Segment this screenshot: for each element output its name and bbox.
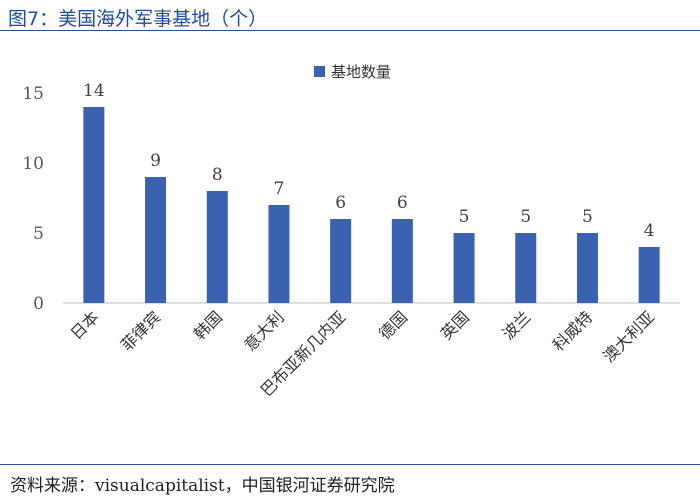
bar xyxy=(83,107,105,303)
data-label: 6 xyxy=(397,193,408,213)
data-label: 6 xyxy=(335,193,346,213)
legend-swatch xyxy=(314,66,325,77)
footer-rule xyxy=(0,464,700,465)
category-label: 德国 xyxy=(375,307,411,343)
category-label: 菲律宾 xyxy=(117,307,164,354)
data-label: 4 xyxy=(644,221,655,241)
bar xyxy=(638,247,660,303)
bars xyxy=(83,107,660,303)
legend-label: 基地数量 xyxy=(331,63,391,81)
y-tick-label: 5 xyxy=(33,224,44,244)
category-label: 英国 xyxy=(437,307,473,343)
data-label: 14 xyxy=(83,81,105,101)
category-label: 意大利 xyxy=(240,307,287,354)
data-labels: 14 9 8 7 6 6 5 5 5 4 xyxy=(83,81,655,241)
y-axis: 0 5 10 15 xyxy=(22,84,44,314)
source-note: 资料来源：visualcapitalist，中国银河证券研究院 xyxy=(10,476,395,496)
category-label: 科威特 xyxy=(549,307,596,354)
y-tick-label: 10 xyxy=(22,154,44,174)
data-label: 5 xyxy=(459,207,470,227)
y-tick-label: 15 xyxy=(22,84,44,104)
data-label: 5 xyxy=(582,207,593,227)
data-label: 9 xyxy=(150,151,161,171)
legend: 基地数量 xyxy=(314,63,391,81)
bar xyxy=(330,219,352,303)
category-label: 澳大利亚 xyxy=(599,307,658,366)
figure-title: 图7：美国海外军事基地（个） xyxy=(8,8,268,30)
bar xyxy=(576,233,598,303)
title-rule xyxy=(0,30,700,31)
bar xyxy=(391,219,413,303)
category-label: 韩国 xyxy=(190,307,226,343)
bar xyxy=(268,205,290,303)
y-tick-label: 0 xyxy=(33,294,44,314)
bar xyxy=(206,191,228,303)
data-label: 5 xyxy=(520,207,531,227)
bar xyxy=(145,177,167,303)
data-label: 7 xyxy=(274,179,285,199)
bar xyxy=(515,233,537,303)
bar xyxy=(453,233,475,303)
data-label: 8 xyxy=(212,165,223,185)
category-label: 日本 xyxy=(67,307,103,343)
category-label: 波兰 xyxy=(499,307,535,343)
